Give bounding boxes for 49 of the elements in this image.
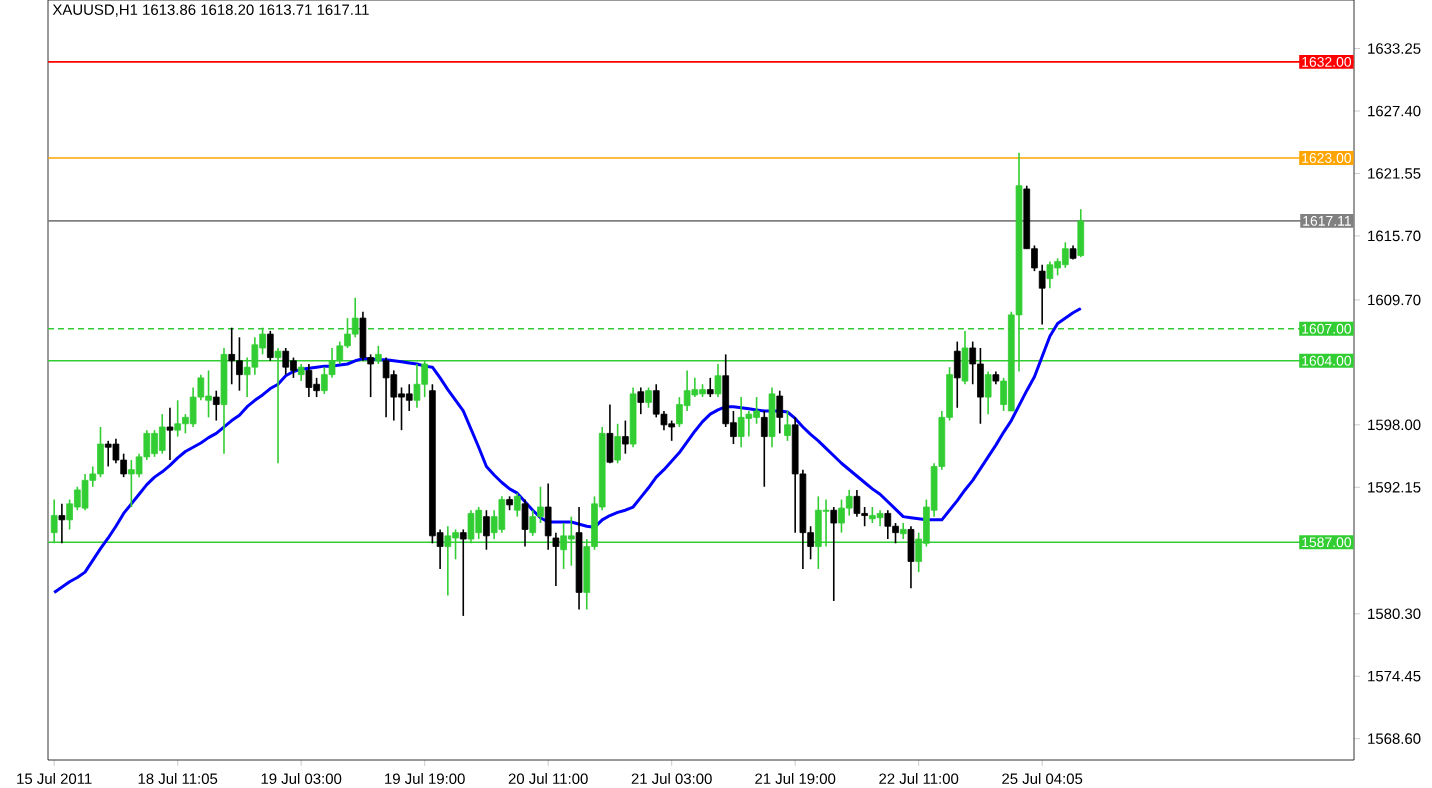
candlestick [637,386,645,415]
candlestick [158,413,166,455]
candlestick [174,399,182,438]
candlestick [838,498,845,534]
candlestick [830,506,838,602]
candlestick [1077,208,1085,258]
candlestick [845,489,853,517]
candlestick [1046,260,1054,289]
candlestick [1062,241,1069,269]
candlestick [236,336,243,392]
candlestick [58,503,66,545]
candlestick [104,440,112,468]
candlestick [984,370,992,415]
candlestick [205,369,212,419]
candlestick [74,485,81,512]
candlestick [459,528,467,617]
candlestick [521,498,529,548]
candlestick [282,347,290,376]
candlestick [498,495,506,534]
candlestick [81,473,89,512]
candlestick [529,509,537,537]
candlestick [776,389,784,435]
candlestick [606,403,614,465]
candlestick [977,347,984,425]
candlestick [645,386,652,409]
candlestick [706,377,714,398]
candlestick [382,356,390,419]
candlestick [166,406,174,461]
candlestick [305,363,313,398]
candlestick [483,509,490,551]
candlestick [737,396,745,449]
candlestick [668,419,676,442]
candlestick [513,492,521,518]
candlestick [953,340,961,409]
candlestick [622,419,629,455]
candlestick [614,422,621,465]
candlestick [961,330,969,386]
candlestick [853,489,861,518]
candlestick [212,389,220,422]
candlestick [760,410,768,488]
candlestick [768,386,776,449]
candlestick [405,383,413,412]
candlestick [228,326,236,386]
candlestick [290,356,297,379]
candlestick [784,410,791,442]
candlestick [266,330,274,362]
candlestick [884,509,892,540]
candlestick [128,459,135,508]
candlestick [907,525,915,589]
